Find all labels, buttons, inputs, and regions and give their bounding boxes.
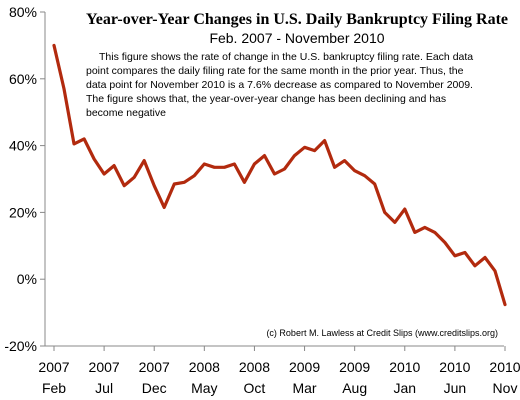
x-tick-label-year: 2010 xyxy=(489,359,520,375)
x-tick-label-month: Jul xyxy=(95,380,113,396)
x-tick-label-month: Feb xyxy=(42,380,66,396)
x-tick-label-year: 2008 xyxy=(189,359,220,375)
x-tick-label-year: 2007 xyxy=(38,359,69,375)
chart-title: Year-over-Year Changes in U.S. Daily Ban… xyxy=(86,11,508,28)
chart-subtitle: Feb. 2007 - November 2010 xyxy=(209,30,384,46)
x-tick-label-year: 2008 xyxy=(239,359,270,375)
chart-description-line: point compares the daily filing rate for… xyxy=(86,65,464,77)
chart-description-line: This figure shows the rate of change in … xyxy=(99,51,473,63)
x-tick-label-month: May xyxy=(191,380,217,396)
x-tick-label-year: 2010 xyxy=(389,359,420,375)
x-tick-label-month: Jun xyxy=(444,380,467,396)
x-tick-label-year: 2009 xyxy=(339,359,370,375)
y-tick-label: 60% xyxy=(9,71,37,87)
x-tick-label-month: Mar xyxy=(292,380,316,396)
y-tick-label: 40% xyxy=(9,138,37,154)
x-tick-label-month: Dec xyxy=(142,380,167,396)
chart-description-line: data point for November 2010 is a 7.6% d… xyxy=(86,79,473,91)
y-axis: -20% 0% 20% 40% 60% 80% xyxy=(4,4,45,354)
x-axis: 2007 Feb 2007 Jul 2007 Dec 2008 May 2008 Oct 2009 M… xyxy=(38,346,520,396)
x-tick-label-year: 2010 xyxy=(439,359,470,375)
chart-description-line: The figure shows that, the year-over-yea… xyxy=(86,93,446,105)
y-tick-label: 80% xyxy=(9,4,37,20)
y-tick-label: 0% xyxy=(17,271,37,287)
x-tick-label-month: Aug xyxy=(342,380,367,396)
x-tick-label-year: 2009 xyxy=(289,359,320,375)
series-group xyxy=(52,43,507,307)
x-tick-label-month: Oct xyxy=(244,380,266,396)
plot-area xyxy=(44,12,504,347)
x-tick-label-month: Jan xyxy=(393,380,416,396)
chart-description-line: become negative xyxy=(86,107,166,119)
series-line xyxy=(52,43,507,307)
y-tick-label: -20% xyxy=(4,338,37,354)
x-tick-label-year: 2007 xyxy=(139,359,170,375)
x-tick-label-month: Nov xyxy=(493,380,518,396)
y-tick-label: 20% xyxy=(9,204,37,220)
x-tick-label-year: 2007 xyxy=(89,359,120,375)
chart-credit: (c) Robert M. Lawless at Credit Slips (w… xyxy=(266,328,498,338)
